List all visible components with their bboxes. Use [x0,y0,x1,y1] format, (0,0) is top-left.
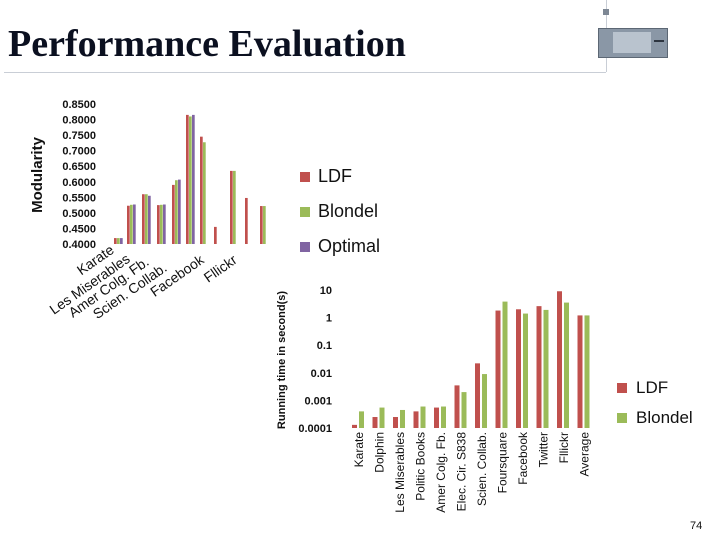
modularity-bar [160,204,163,244]
modularity-bar [117,238,120,244]
modularity-tick-label: 0.4500 [62,223,96,235]
modularity-bar [203,142,206,244]
modularity-tick-label: 0.6000 [62,177,96,189]
optimal-network-science-logo-icon [598,28,668,58]
modularity-bar [200,136,203,244]
title-divider-line [4,72,606,73]
modularity-legend-label: LDF [318,166,352,186]
modularity-bar [142,194,145,244]
slide-title: Performance Evaluation [8,23,406,65]
modularity-category-label: Fllickr [201,251,240,285]
modularity-bar [120,238,123,244]
modularity-tick-label: 0.5000 [62,208,96,220]
modularity-axis-label: Modularity [29,136,46,212]
modularity-legend-swatch [300,242,310,252]
modularity-bar [114,238,117,244]
modularity-bar [172,184,175,244]
modularity-bar [260,206,263,244]
modularity-legend-swatch [300,207,310,217]
page-number: 74 [690,520,703,532]
modularity-legend-label: Blondel [318,201,378,221]
modularity-tick-label: 0.8500 [62,99,96,111]
modularity-legend-label: Optimal [318,236,380,256]
modularity-bar [157,205,160,244]
modularity-bar [192,114,195,244]
modularity-bar [186,114,189,244]
modularity-bar [175,180,178,244]
modularity-tick-label: 0.4000 [62,239,96,251]
modularity-bar [130,204,133,244]
modularity-bar [148,195,151,244]
modularity-tick-label: 0.7500 [62,130,96,142]
modularity-bar [145,194,148,244]
decorative-dot [603,9,609,15]
modularity-bar [233,170,236,244]
modularity-tick-label: 0.8000 [62,115,96,127]
modularity-tick-label: 0.7000 [62,146,96,158]
modularity-tick-label: 0.5500 [62,192,96,204]
modularity-legend-swatch [300,172,310,182]
modularity-bar [163,204,166,244]
modularity-bar [230,170,233,244]
modularity-bar [178,179,181,244]
modularity-bar [214,226,217,244]
modularity-bar [127,205,130,244]
modularity-bar [245,197,248,244]
modularity-bar [133,204,136,244]
modularity-tick-label: 0.6500 [62,161,96,173]
modularity-bar [189,116,192,244]
modularity-bar [263,206,266,244]
